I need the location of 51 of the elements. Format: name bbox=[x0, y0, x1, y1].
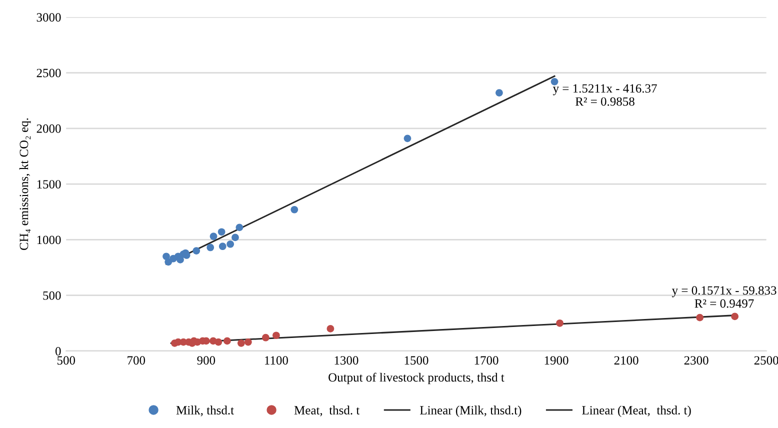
y-axis-title: CH₄ emissions, kt CO₂ eq. bbox=[19, 118, 31, 250]
y-tick-label: 1500 bbox=[37, 180, 61, 188]
point bbox=[218, 228, 226, 236]
point bbox=[404, 134, 412, 142]
x-tick-label: 1900 bbox=[544, 356, 568, 365]
x-axis-title: Output of livestock products, thsd t bbox=[328, 372, 504, 384]
y-tick-label: 2000 bbox=[36, 124, 61, 133]
x-tick-label: 700 bbox=[128, 356, 146, 365]
x-tick-label: 1300 bbox=[334, 356, 358, 365]
point bbox=[326, 325, 334, 332]
x-tick-label: 900 bbox=[197, 356, 216, 365]
point bbox=[206, 244, 214, 252]
point bbox=[696, 314, 704, 322]
point bbox=[162, 252, 170, 260]
legend-label: Linear (Milk, thsd.t) bbox=[420, 406, 522, 418]
point bbox=[262, 334, 270, 342]
x-tick-label: 2500 bbox=[754, 356, 778, 365]
point bbox=[210, 232, 218, 240]
point bbox=[182, 252, 190, 259]
point bbox=[556, 319, 564, 327]
point bbox=[192, 247, 200, 254]
annotation: y = 1.5211x - 416.37 R² = 0.9858 bbox=[552, 84, 657, 106]
x-tick-label: 2100 bbox=[614, 356, 638, 365]
y-tick-label: 3000 bbox=[36, 13, 61, 22]
y-tick-label: 1000 bbox=[37, 236, 61, 244]
point bbox=[226, 240, 234, 248]
point bbox=[290, 206, 298, 214]
x-tick-label: 2300 bbox=[684, 356, 708, 365]
point bbox=[224, 337, 231, 345]
legend-label: Meat, thsd. t bbox=[294, 406, 360, 416]
point bbox=[232, 234, 239, 242]
point bbox=[550, 78, 558, 86]
point bbox=[244, 338, 252, 346]
x-tick-label: 1100 bbox=[265, 356, 288, 365]
y-tick-label: 0 bbox=[55, 346, 61, 356]
x-tick-label: 1500 bbox=[404, 356, 428, 365]
legend-label: Linear (Meat, thsd. t) bbox=[582, 406, 691, 418]
point bbox=[214, 338, 222, 346]
point bbox=[731, 312, 738, 320]
point bbox=[236, 224, 244, 232]
point bbox=[272, 332, 280, 340]
legend-label: Milk, thsd.t bbox=[176, 406, 234, 416]
point bbox=[176, 256, 184, 264]
point bbox=[218, 242, 226, 250]
annotation: y = 0.1571x - 59.833 R² = 0.9497 bbox=[672, 286, 776, 308]
y-tick-label: 2500 bbox=[36, 68, 61, 78]
point bbox=[238, 339, 245, 347]
y-tick-label: 500 bbox=[43, 291, 61, 300]
x-tick-label: 500 bbox=[57, 356, 76, 365]
point bbox=[496, 89, 503, 96]
x-tick-label: 1700 bbox=[474, 356, 498, 365]
